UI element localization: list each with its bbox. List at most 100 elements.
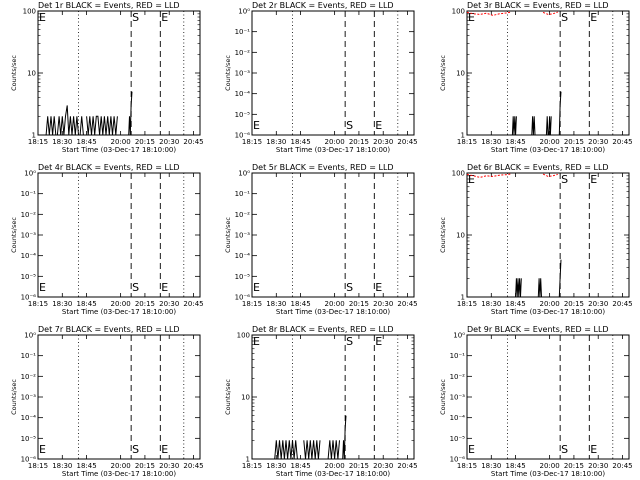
x-tick-label: 18:30 <box>481 300 501 308</box>
series-line-events <box>45 105 84 136</box>
y-tick-label: 1 <box>461 132 465 140</box>
chart-title: Det 1r BLACK = Events, RED = LLD <box>38 1 180 10</box>
x-axis-label: Start Time (03-Dec-17 18:10:00) <box>276 308 390 316</box>
y-tick-label: 10 <box>241 394 250 402</box>
y-axis-label: Counts/sec <box>10 217 18 253</box>
marker-label-e: E <box>375 119 382 132</box>
plot-frame <box>37 334 201 460</box>
x-axis-label: Start Time (03-Dec-17 18:10:00) <box>62 308 176 316</box>
x-tick-label: 18:30 <box>266 138 286 146</box>
series-line-events <box>537 278 542 298</box>
x-tick-label: 18:15 <box>28 300 48 308</box>
y-tick-label: 10⁻⁴ <box>235 252 251 260</box>
marker-label-s: S <box>346 335 353 348</box>
y-tick-label: 10⁻⁵ <box>235 111 251 119</box>
y-axis-label: Counts/sec <box>10 55 18 91</box>
x-tick-label: 20:30 <box>588 138 608 146</box>
y-tick-label: 100 <box>452 170 465 178</box>
chart-panel-2r: Det 2r BLACK = Events, RED = LLD 18:15 18:… <box>224 1 418 154</box>
x-tick-label: 20:15 <box>135 138 155 146</box>
marker-label-e: E <box>39 281 46 294</box>
x-axis-label: Start Time (03-Dec-17 18:10:00) <box>62 470 176 478</box>
plot-frame <box>466 172 630 298</box>
y-tick-label: 100 <box>237 332 250 340</box>
x-axis-label: Start Time (03-Dec-17 18:10:00) <box>491 146 605 154</box>
series-line-lld <box>542 173 558 177</box>
x-tick-label: 20:00 <box>325 138 345 146</box>
marker-label-s: S <box>132 281 139 294</box>
y-tick-label: 10 <box>456 232 465 240</box>
chart-title: Det 4r BLACK = Events, RED = LLD <box>38 163 180 172</box>
x-tick-label: 20:45 <box>183 300 203 308</box>
marker-label-e: E <box>39 443 46 456</box>
x-tick-label: 20:45 <box>612 462 632 470</box>
y-tick-label: 10⁻⁵ <box>450 435 466 443</box>
chart-panel-6r: Det 6r BLACK = Events, RED = LLD 18:15 18:… <box>439 163 633 316</box>
x-tick-label: 20:45 <box>612 300 632 308</box>
chart-title: Det 2r BLACK = Events, RED = LLD <box>252 1 394 10</box>
chart-panel-5r: Det 5r BLACK = Events, RED = LLD 18:15 18:… <box>224 163 418 316</box>
plot-frame <box>466 10 630 136</box>
y-tick-label: 10⁻³ <box>21 394 37 402</box>
x-tick-label: 20:30 <box>588 462 608 470</box>
x-tick-label: 20:15 <box>349 462 369 470</box>
y-tick-label: 10⁰ <box>24 332 36 340</box>
y-tick-label: 10⁻⁴ <box>21 252 37 260</box>
y-tick-label: 10⁻⁶ <box>235 294 251 302</box>
x-tick-label: 18:45 <box>291 462 311 470</box>
chart-title: Det 6r BLACK = Events, RED = LLD <box>467 163 609 172</box>
x-tick-label: 18:30 <box>52 300 72 308</box>
y-tick-label: 10⁻³ <box>235 70 251 78</box>
series-line-events <box>303 440 321 460</box>
marker-label-e: E <box>590 173 597 186</box>
y-tick-label: 10⁻³ <box>235 232 251 240</box>
y-tick-label: 10⁻² <box>21 211 37 219</box>
chart-panel-7r: Det 7r BLACK = Events, RED = LLD 18:15 18:… <box>10 325 204 478</box>
chart-title: Det 9r BLACK = Events, RED = LLD <box>467 325 609 334</box>
chart-title: Det 3r BLACK = Events, RED = LLD <box>467 1 609 10</box>
y-axis-label: Counts/sec <box>224 55 232 91</box>
series-line-lld <box>466 173 511 178</box>
y-tick-label: 10⁻⁶ <box>21 456 37 464</box>
marker-label-e: E <box>468 11 475 24</box>
x-tick-label: 20:45 <box>183 462 203 470</box>
y-tick-label: 10⁰ <box>238 170 250 178</box>
x-tick-label: 20:00 <box>540 462 560 470</box>
chart-title: Det 7r BLACK = Events, RED = LLD <box>38 325 180 334</box>
x-tick-label: 18:30 <box>481 138 501 146</box>
y-tick-label: 10⁻¹ <box>235 28 251 36</box>
marker-label-e: E <box>253 335 260 348</box>
x-tick-label: 20:30 <box>159 138 179 146</box>
y-axis-label: Counts/sec <box>10 379 18 415</box>
x-tick-label: 18:45 <box>291 138 311 146</box>
chart-panel-3r: Det 3r BLACK = Events, RED = LLD 18:15 18:… <box>439 1 633 154</box>
chart-title: Det 5r BLACK = Events, RED = LLD <box>252 163 394 172</box>
y-tick-label: 10⁻¹ <box>21 352 37 360</box>
x-tick-label: 20:45 <box>397 138 417 146</box>
x-tick-label: 20:00 <box>540 138 560 146</box>
plot-frame <box>251 10 415 136</box>
chart-title: Det 8r BLACK = Events, RED = LLD <box>252 325 394 334</box>
x-axis-label: Start Time (03-Dec-17 18:10:00) <box>276 470 390 478</box>
marker-label-s: S <box>561 443 568 456</box>
y-tick-label: 10⁻⁶ <box>235 132 251 140</box>
x-tick-label: 20:00 <box>540 300 560 308</box>
marker-label-e: E <box>468 173 475 186</box>
y-tick-label: 10 <box>27 70 36 78</box>
series-line-events <box>531 116 536 136</box>
y-tick-label: 10⁻⁵ <box>21 435 37 443</box>
y-tick-label: 10⁻⁴ <box>450 414 466 422</box>
marker-label-s: S <box>561 173 568 186</box>
series-line-events <box>327 440 340 460</box>
x-tick-label: 20:30 <box>373 462 393 470</box>
y-axis-label: Counts/sec <box>439 217 447 253</box>
x-tick-label: 20:15 <box>564 138 584 146</box>
x-tick-label: 20:45 <box>397 462 417 470</box>
x-tick-label: 18:30 <box>52 462 72 470</box>
x-tick-label: 18:45 <box>77 138 97 146</box>
x-tick-label: 18:30 <box>52 138 72 146</box>
y-tick-label: 10 <box>456 70 465 78</box>
y-tick-label: 10⁻² <box>450 373 466 381</box>
series-line-events <box>558 259 562 298</box>
x-tick-label: 18:15 <box>457 138 477 146</box>
